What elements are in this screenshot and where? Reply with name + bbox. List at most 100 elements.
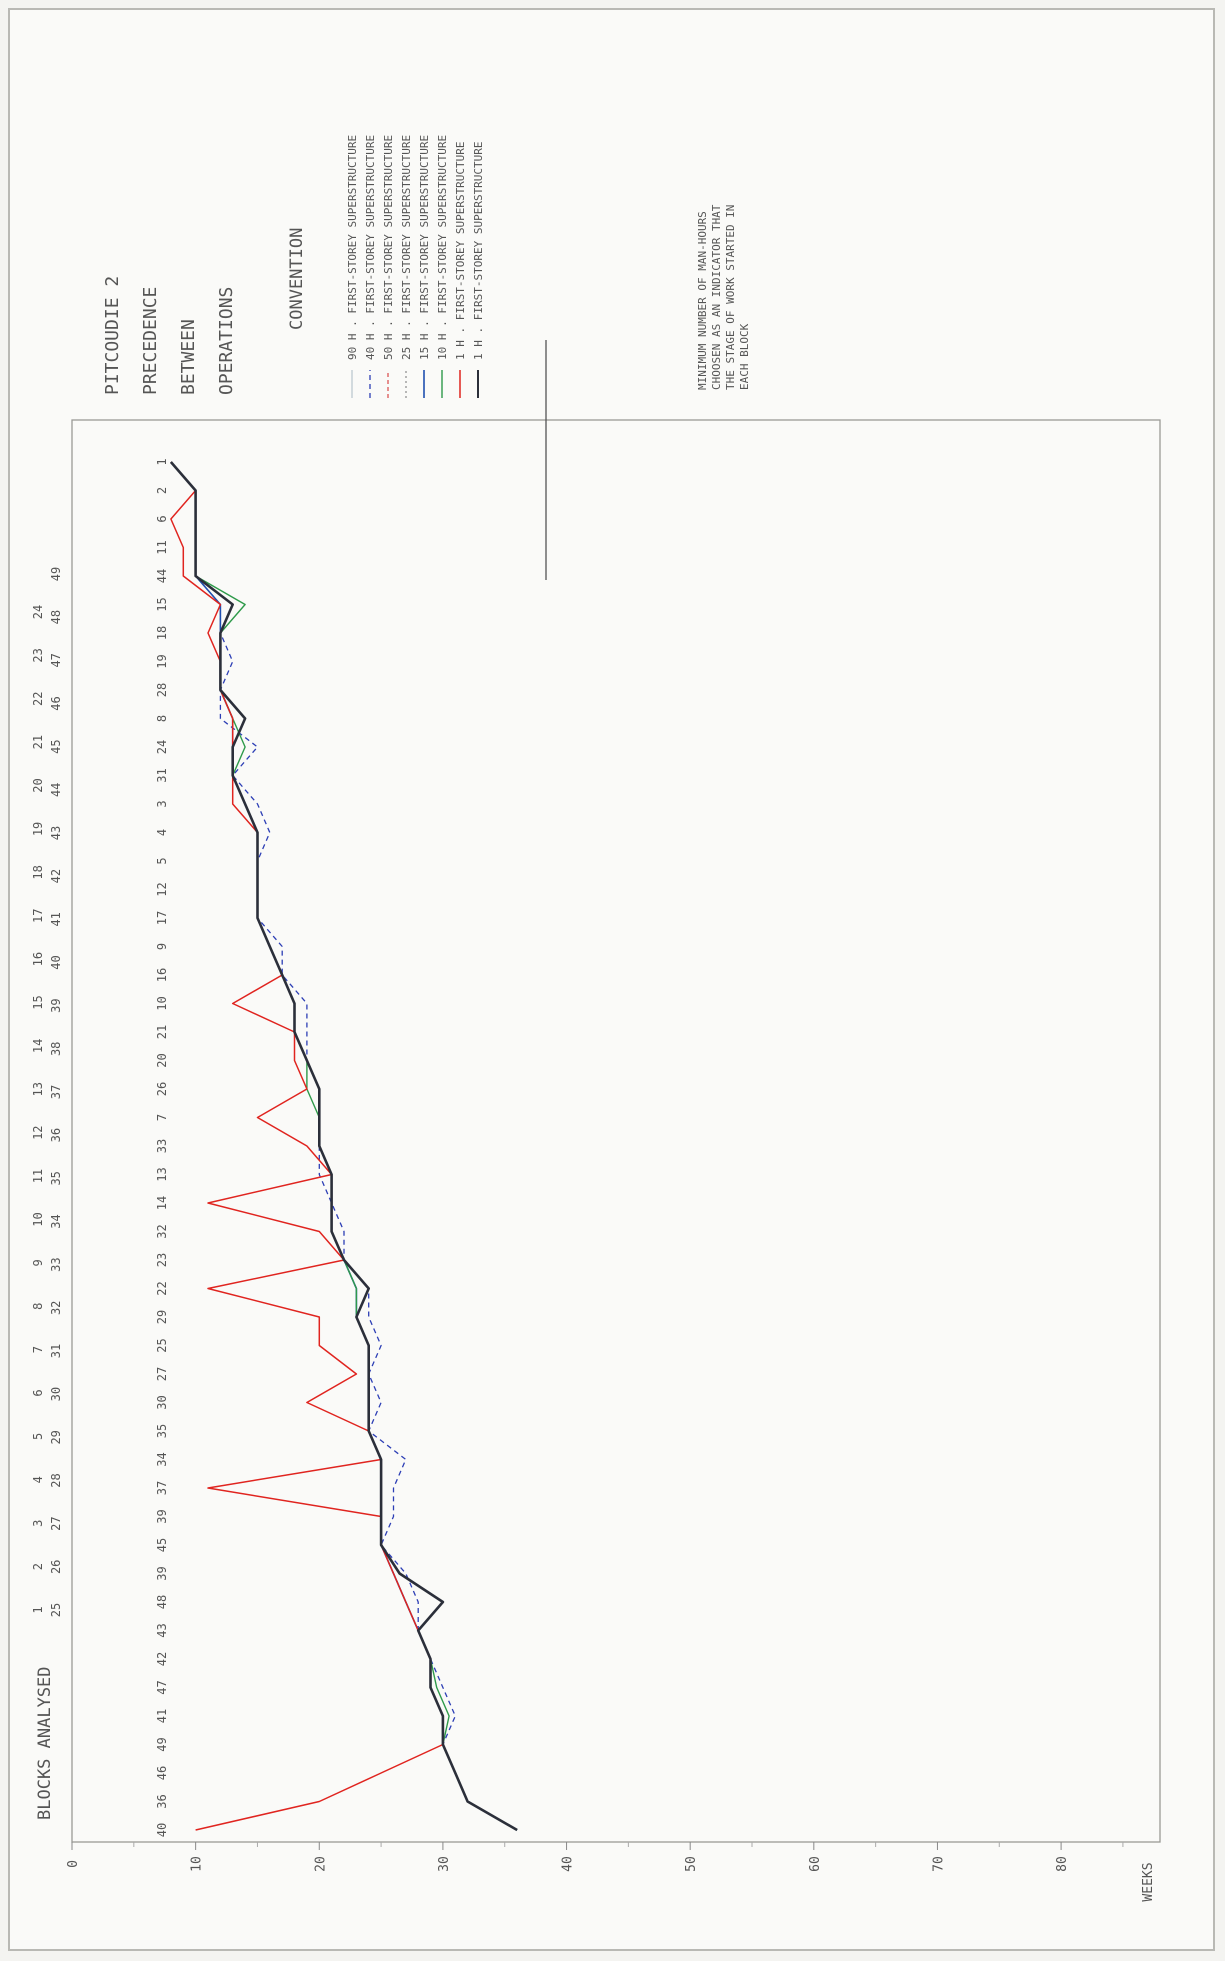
block-number: 25 (49, 1603, 63, 1617)
category-label: 5 (155, 857, 169, 864)
category-label: 8 (155, 715, 169, 722)
block-number: 41 (49, 912, 63, 926)
category-label: 46 (155, 1766, 169, 1780)
category-label: 41 (155, 1709, 169, 1723)
category-label: 23 (155, 1253, 169, 1267)
note-line: MINIMUM NUMBER OF MAN-HOURS (696, 211, 709, 390)
y-tick-label: 0 (66, 1860, 81, 1868)
block-number: 1 (31, 1606, 45, 1613)
category-label: 49 (155, 1737, 169, 1751)
block-number: 35 (49, 1171, 63, 1185)
page-frame (8, 8, 1215, 1951)
block-number: 23 (31, 648, 45, 662)
title-line: PITCOUDIE 2 (102, 276, 123, 395)
category-label: 31 (155, 768, 169, 782)
block-number: 22 (31, 692, 45, 706)
block-number: 30 (49, 1387, 63, 1401)
category-label: 18 (155, 626, 169, 640)
block-number: 49 (49, 567, 63, 581)
block-number: 36 (49, 1128, 63, 1142)
category-label: 3 (155, 800, 169, 807)
title-block: PITCOUDIE 2 PRECEDENCE BETWEEN OPERATIONS (102, 276, 237, 395)
category-label: 32 (155, 1224, 169, 1238)
block-number: 10 (31, 1212, 45, 1226)
block-number: 5 (31, 1433, 45, 1440)
series-line-6 (170, 461, 444, 1831)
y-axis-ticks: 0 10 20 30 40 50 60 70 80 WEEKS (66, 1842, 1156, 1902)
category-label: 6 (155, 515, 169, 522)
block-number: 33 (49, 1257, 63, 1271)
category-label: 10 (155, 996, 169, 1010)
category-label: 43 (155, 1623, 169, 1637)
block-number: 15 (31, 995, 45, 1009)
legend-label: 1 H . FIRST-STOREY SUPERSTRUCTURE (472, 141, 485, 360)
block-number: 21 (31, 735, 45, 749)
block-number: 4 (31, 1476, 45, 1483)
block-number: 40 (49, 955, 63, 969)
category-label: 28 (155, 683, 169, 697)
category-label: 17 (155, 911, 169, 925)
block-number: 43 (49, 826, 63, 840)
block-number: 19 (31, 822, 45, 836)
block-number: 38 (49, 1042, 63, 1056)
title-line: BETWEEN (178, 319, 199, 395)
category-label: 42 (155, 1652, 169, 1666)
category-label: 35 (155, 1424, 169, 1438)
block-number: 28 (49, 1473, 63, 1487)
category-label: 36 (155, 1794, 169, 1808)
blocks-analysed-list: 1234567891011121314151617181920212223242… (31, 567, 63, 1617)
block-number: 6 (31, 1389, 45, 1396)
block-number: 16 (31, 952, 45, 966)
block-number: 2 (31, 1563, 45, 1570)
y-tick-label: 10 (190, 1856, 205, 1872)
series-line-2 (170, 461, 518, 1831)
note-line: THE STAGE OF WORK STARTED IN (724, 205, 737, 390)
category-label: 30 (155, 1395, 169, 1409)
y-tick-label: 30 (437, 1856, 452, 1872)
note-line: EACH BLOCK (738, 323, 751, 390)
block-number: 7 (31, 1346, 45, 1353)
block-number: 47 (49, 653, 63, 667)
block-number: 46 (49, 696, 63, 710)
category-label: 4 (155, 829, 169, 836)
legend-label: 50 H . FIRST-STOREY SUPERSTRUCTURE (382, 135, 395, 360)
category-label: 26 (155, 1082, 169, 1096)
category-label: 48 (155, 1595, 169, 1609)
category-label: 40 (155, 1823, 169, 1837)
block-number: 11 (31, 1169, 45, 1183)
block-number: 27 (49, 1516, 63, 1530)
category-label: 2 (155, 487, 169, 494)
series-line-5 (170, 461, 518, 1831)
category-label: 47 (155, 1680, 169, 1694)
block-number: 26 (49, 1560, 63, 1574)
block-number: 44 (49, 783, 63, 797)
block-number: 3 (31, 1520, 45, 1527)
category-label: 44 (155, 569, 169, 583)
category-label: 13 (155, 1167, 169, 1181)
series-line-7 (169, 461, 518, 1832)
category-label: 39 (155, 1509, 169, 1523)
block-number: 18 (31, 865, 45, 879)
category-label: 7 (155, 1114, 169, 1121)
header-blocks-analysed: BLOCKS ANALYSED (35, 1666, 55, 1820)
y-tick-label: 40 (561, 1856, 576, 1872)
y-tick-label: 80 (1055, 1856, 1070, 1872)
category-label: 20 (155, 1053, 169, 1067)
y-tick-label: 60 (808, 1856, 823, 1872)
legend-label: 10 H . FIRST-STOREY SUPERSTRUCTURE (436, 135, 449, 360)
y-axis-label: WEEKS (1141, 1862, 1156, 1901)
category-label: 27 (155, 1367, 169, 1381)
plot-area (71, 419, 1161, 1843)
block-number: 20 (31, 778, 45, 792)
block-number: 8 (31, 1303, 45, 1310)
series-lines (169, 461, 518, 1832)
block-number: 37 (49, 1085, 63, 1099)
category-label: 37 (155, 1481, 169, 1495)
category-label: 12 (155, 882, 169, 896)
series-line-1 (170, 461, 518, 1831)
legend-label: 25 H . FIRST-STOREY SUPERSTRUCTURE (400, 135, 413, 360)
legend-label: 15 H . FIRST-STOREY SUPERSTRUCTURE (418, 135, 431, 360)
block-number: 12 (31, 1125, 45, 1139)
block-number: 9 (31, 1259, 45, 1266)
